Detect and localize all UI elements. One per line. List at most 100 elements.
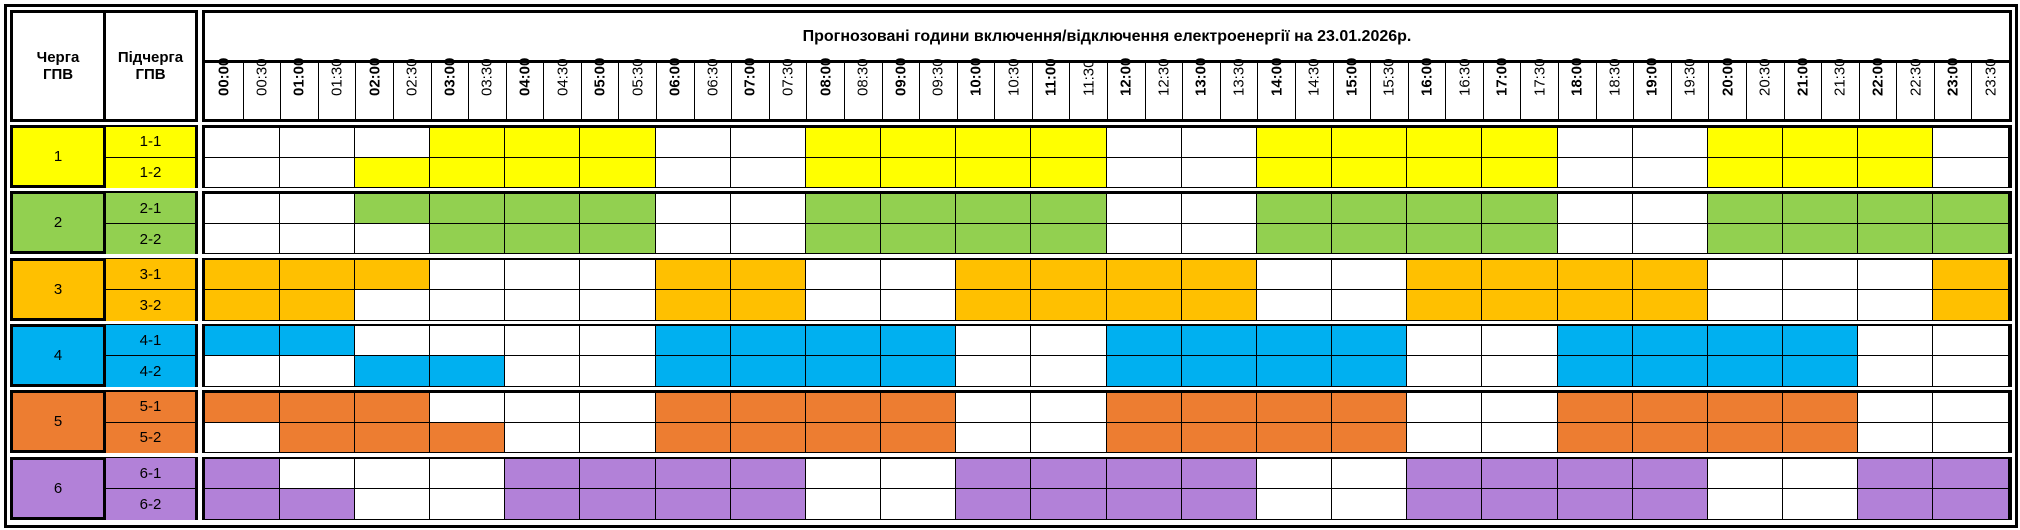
hour-cell-outage xyxy=(1105,458,1183,490)
hour-cell-outage xyxy=(353,421,431,454)
hour-cell-power xyxy=(654,126,732,158)
hour-cell-outage xyxy=(1782,325,1859,357)
time-label-text: 17:00 xyxy=(1493,57,1511,96)
hour-cell-power xyxy=(880,458,957,490)
queue-number: 2 xyxy=(53,214,63,232)
hour-cell-outage xyxy=(1331,222,1408,255)
subqueue-label: 5-2 xyxy=(139,429,162,447)
time-label: 05:00 xyxy=(580,58,619,119)
hour-cell-outage xyxy=(955,259,1032,291)
hour-cell-outage xyxy=(1631,355,1709,387)
hour-cell-outage xyxy=(1030,222,1107,255)
subqueue-header-label: Підчерга ГПВ xyxy=(117,49,184,83)
time-label: 00:00 xyxy=(205,58,243,119)
hour-cell-power xyxy=(1406,355,1483,387)
time-label-text: 08:30 xyxy=(854,58,872,96)
hour-cell-outage xyxy=(1481,156,1558,188)
queue-cell: 3 xyxy=(10,257,106,321)
hour-cell-power xyxy=(429,325,506,357)
hour-cell-outage xyxy=(1331,126,1408,158)
time-label-text: 15:00 xyxy=(1343,57,1361,96)
hour-cell-outage xyxy=(1255,156,1333,188)
group-grid xyxy=(202,323,2012,387)
time-label: 01:00 xyxy=(280,58,318,119)
hour-cell-outage xyxy=(1706,222,1784,255)
hour-cell-outage xyxy=(1481,126,1558,158)
time-label-text: 22:30 xyxy=(1907,58,1925,96)
time-label: 17:30 xyxy=(1520,58,1558,119)
time-label: 09:30 xyxy=(919,58,957,119)
hour-cell-outage xyxy=(1631,488,1709,520)
time-label-text: 06:30 xyxy=(704,58,722,96)
hour-cell-outage xyxy=(880,421,957,454)
hour-cell-power xyxy=(1030,325,1107,357)
hour-cell-power xyxy=(1932,421,2009,454)
hour-cell-power xyxy=(278,126,356,158)
hour-cell-outage xyxy=(278,325,356,357)
hour-cell-outage xyxy=(1030,458,1107,490)
hour-cell-power xyxy=(1030,391,1107,424)
queue-number: 4 xyxy=(53,346,63,364)
time-label: 22:00 xyxy=(1858,58,1897,119)
hour-cell-power xyxy=(278,222,356,255)
hour-cell-outage xyxy=(1180,421,1258,454)
hour-cell-power xyxy=(504,325,581,357)
hour-cell-outage xyxy=(729,289,807,321)
hour-cell-outage xyxy=(804,222,882,255)
time-label: 13:00 xyxy=(1182,58,1220,119)
hour-cell-outage xyxy=(1706,192,1784,225)
hour-cell-power xyxy=(1857,259,1934,291)
hour-cell-outage xyxy=(1481,458,1558,490)
time-label: 06:30 xyxy=(693,58,732,119)
hour-cell-outage xyxy=(880,156,957,188)
subqueue-label-cell: 6-2 xyxy=(106,488,195,520)
hour-cell-outage xyxy=(1180,458,1258,490)
subqueue-label-cell: 4-1 xyxy=(106,325,195,357)
time-label-text: 21:30 xyxy=(1831,58,1849,96)
hour-cell-power xyxy=(1406,325,1483,357)
hour-cell-power xyxy=(353,458,431,490)
hour-cell-outage xyxy=(1932,192,2009,225)
hour-cell-power xyxy=(729,192,807,225)
subqueue-label-cell: 6-1 xyxy=(106,458,195,490)
time-label: 16:00 xyxy=(1407,58,1446,119)
queue-cell: 2 xyxy=(10,191,106,255)
hour-cell-power xyxy=(1932,156,2009,188)
subqueue-block: 2-1 2-2 xyxy=(103,191,198,255)
hour-cell-outage xyxy=(504,126,581,158)
hour-cell-outage xyxy=(1631,325,1709,357)
time-label-text: 18:00 xyxy=(1568,57,1586,96)
hour-cell-outage xyxy=(1406,222,1483,255)
hour-cell-outage xyxy=(1331,421,1408,454)
hour-cell-power xyxy=(1180,156,1258,188)
subqueue-label-cell: 2-1 xyxy=(106,192,195,225)
hour-cell-outage xyxy=(1180,391,1258,424)
time-label: 11:30 xyxy=(1069,60,1107,119)
hour-cell-power xyxy=(579,325,656,357)
hour-cell-outage xyxy=(1481,289,1558,321)
hour-cell-outage xyxy=(880,126,957,158)
hour-cell-outage xyxy=(880,192,957,225)
subqueue-label: 2-2 xyxy=(139,230,162,248)
hour-cell-power xyxy=(504,289,581,321)
time-label-text: 11:00 xyxy=(1042,58,1060,96)
hour-cell-power xyxy=(880,488,957,520)
time-label-text: 14:30 xyxy=(1305,58,1323,96)
hour-cell-outage xyxy=(729,488,807,520)
hour-cell-outage xyxy=(1180,289,1258,321)
hour-cell-power xyxy=(1706,488,1784,520)
hour-cell-outage xyxy=(1782,391,1859,424)
hour-cell-power xyxy=(1631,126,1709,158)
hour-cell-outage xyxy=(654,325,732,357)
hour-cell-power xyxy=(278,355,356,387)
hour-cell-power xyxy=(429,391,506,424)
hour-cell-outage xyxy=(1932,259,2009,291)
hour-cell-power xyxy=(1481,391,1558,424)
hour-cell-power xyxy=(1782,488,1859,520)
hour-cell-outage xyxy=(654,488,732,520)
time-label-text: 09:00 xyxy=(892,57,910,96)
hour-cell-power xyxy=(1857,391,1934,424)
subqueue-label: 2-1 xyxy=(139,199,162,217)
hour-cell-outage xyxy=(1631,289,1709,321)
queue-cell: 5 xyxy=(10,390,106,454)
